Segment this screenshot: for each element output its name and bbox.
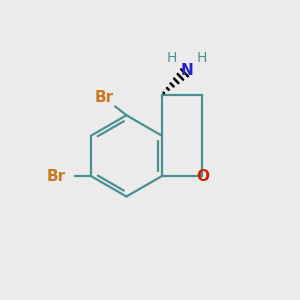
Text: H: H bbox=[197, 51, 207, 65]
Text: Br: Br bbox=[46, 169, 65, 184]
Text: N: N bbox=[181, 63, 194, 78]
Text: Br: Br bbox=[94, 90, 113, 105]
Text: O: O bbox=[196, 169, 209, 184]
Text: H: H bbox=[166, 51, 176, 65]
